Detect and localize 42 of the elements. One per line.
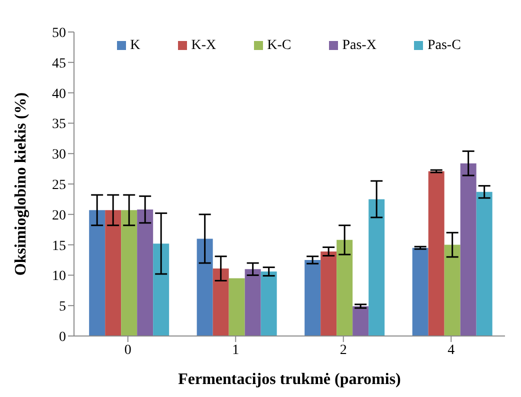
- bar: [137, 210, 154, 336]
- x-tick-label: 1: [232, 342, 240, 358]
- legend-label: K-C: [267, 38, 292, 53]
- y-tick-label: 45: [52, 56, 66, 72]
- legend-label: K-X: [191, 38, 216, 53]
- bar: [368, 199, 385, 336]
- bar: [228, 278, 245, 336]
- bar: [460, 163, 476, 336]
- legend-label: Pas-C: [427, 38, 461, 53]
- y-tick-label: 10: [52, 269, 66, 284]
- y-tick-label: 20: [52, 208, 66, 224]
- bar: [105, 210, 122, 336]
- bar: [304, 260, 321, 336]
- bar: [412, 248, 428, 336]
- x-tick-label: 0: [124, 342, 132, 358]
- x-tick-label: 2: [340, 342, 347, 358]
- y-tick-label: 25: [52, 178, 66, 193]
- x-axis-title: Fermentacijos trukmė (paromis): [178, 371, 401, 388]
- y-tick-label: 30: [52, 148, 66, 163]
- bar: [336, 240, 353, 336]
- bar: [244, 269, 261, 336]
- y-tick-label: 0: [59, 330, 66, 345]
- y-tick-label: 5: [59, 300, 66, 315]
- y-tick-label: 40: [52, 86, 66, 102]
- bar: [153, 244, 170, 336]
- x-tick-label: 4: [448, 342, 455, 358]
- y-tick-label: 50: [52, 26, 66, 41]
- y-tick-label: 15: [52, 238, 66, 254]
- bar: [444, 244, 460, 336]
- bar: [89, 210, 106, 336]
- bar: [196, 238, 213, 336]
- legend-label: Pas-X: [342, 38, 376, 53]
- bar: [212, 268, 229, 336]
- bar: [428, 171, 444, 336]
- legend-label: K: [130, 38, 140, 53]
- y-tick-label: 35: [52, 117, 66, 132]
- bar: [121, 210, 138, 336]
- bar: [476, 192, 492, 336]
- y-axis-title: Oksimioglobino kiekis (%): [12, 92, 30, 276]
- bar: [260, 272, 277, 336]
- bar: [320, 251, 337, 336]
- bar: [352, 306, 369, 336]
